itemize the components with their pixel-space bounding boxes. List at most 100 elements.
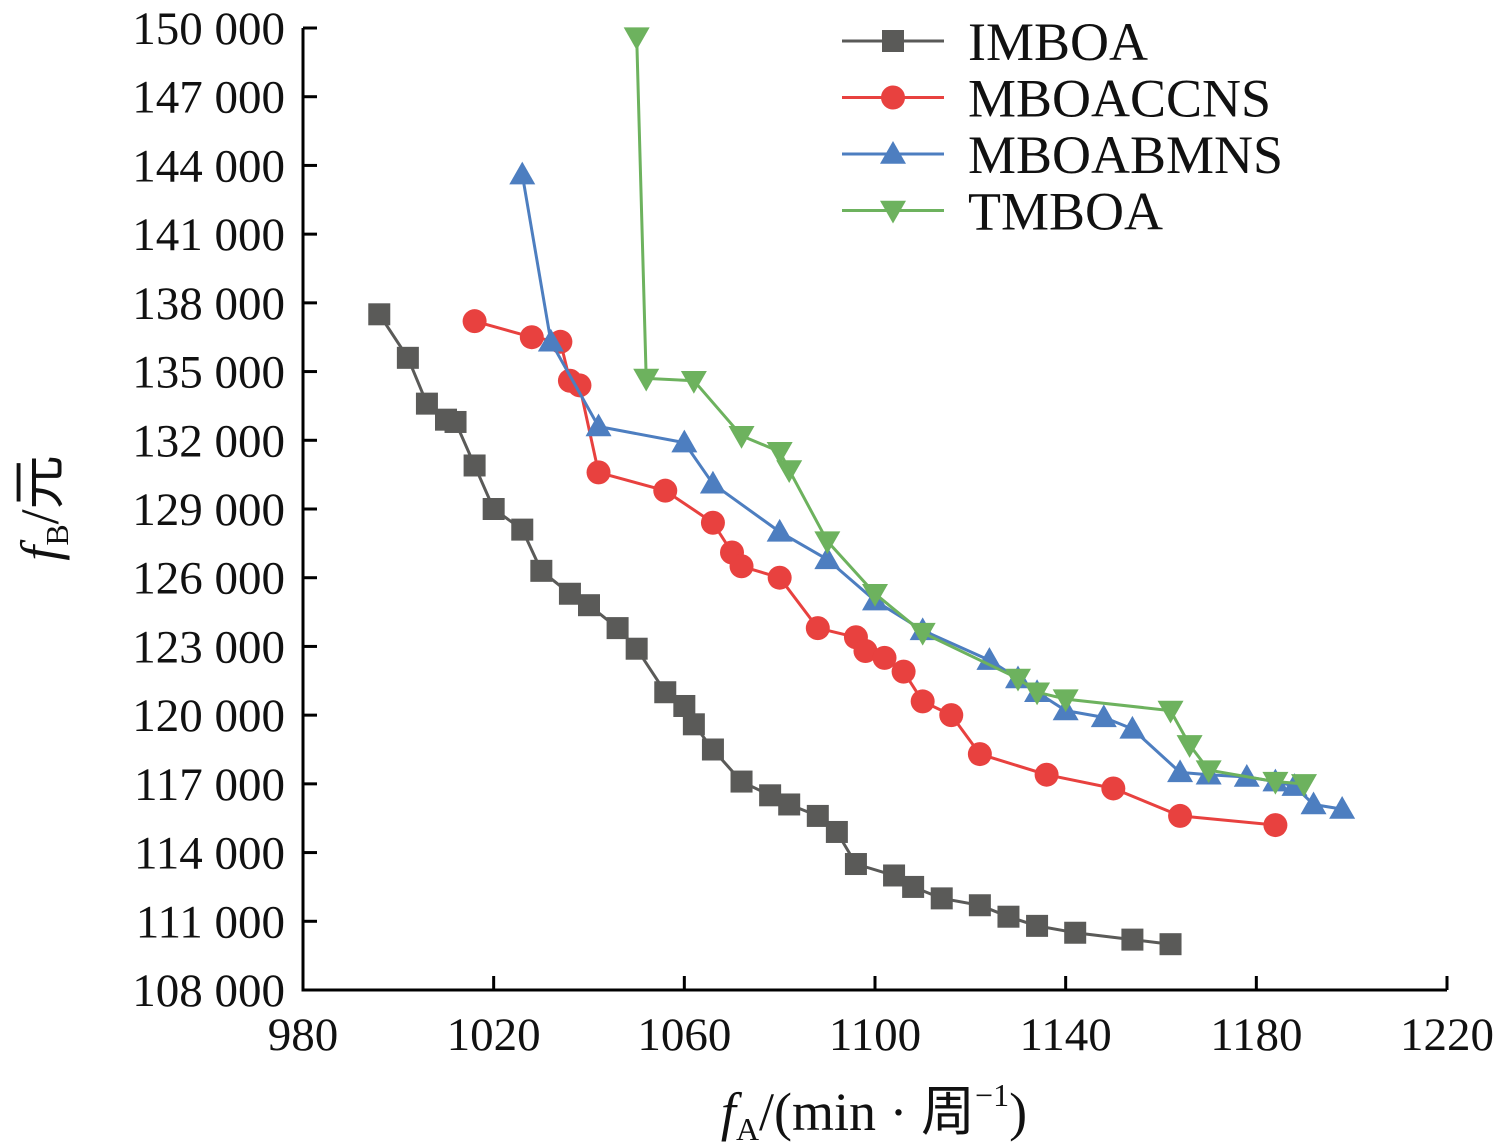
data-point bbox=[1157, 700, 1184, 724]
data-point bbox=[701, 738, 724, 761]
data-point bbox=[766, 441, 793, 465]
legend-marker bbox=[880, 141, 906, 164]
data-point bbox=[1121, 928, 1144, 951]
data-point bbox=[976, 647, 1003, 670]
data-point bbox=[1101, 776, 1126, 801]
x-tick-label: 1140 bbox=[1020, 1009, 1112, 1061]
legend-item: IMBOA bbox=[842, 12, 1148, 72]
data-point bbox=[1329, 796, 1356, 819]
data-point bbox=[585, 413, 612, 437]
y-tick-label: 117 000 bbox=[134, 759, 285, 811]
data-point bbox=[606, 617, 629, 640]
y-tick-label: 123 000 bbox=[132, 621, 285, 673]
data-point bbox=[1262, 771, 1289, 795]
data-point bbox=[462, 309, 487, 334]
y-tick-label: 141 000 bbox=[132, 209, 285, 261]
data-point bbox=[909, 622, 936, 646]
y-tick-label: 135 000 bbox=[132, 347, 285, 399]
legend-marker bbox=[880, 200, 906, 224]
series-layer bbox=[368, 27, 1356, 956]
y-tick-label: 150 000 bbox=[132, 3, 285, 55]
data-point bbox=[910, 689, 935, 714]
legend-item: TMBOA bbox=[842, 182, 1163, 242]
data-point bbox=[805, 616, 830, 641]
data-point bbox=[680, 370, 707, 394]
data-point bbox=[673, 694, 696, 717]
axes: 108 000 111 000 114 000 117 000 120 000 123 0… bbox=[132, 3, 1494, 1061]
y-tick-label: 126 000 bbox=[132, 553, 285, 605]
y-tick-label: 111 000 bbox=[136, 896, 285, 948]
legend-marker bbox=[882, 30, 904, 52]
legend-label: MBOABMNS bbox=[968, 125, 1283, 185]
data-point bbox=[778, 793, 801, 816]
data-point bbox=[1168, 803, 1193, 828]
data-point bbox=[1291, 774, 1317, 797]
data-point bbox=[653, 478, 678, 503]
data-point bbox=[682, 713, 705, 736]
data-point bbox=[1167, 759, 1194, 783]
x-tick-label: 1060 bbox=[637, 1009, 731, 1061]
data-point bbox=[1005, 668, 1031, 692]
data-point bbox=[415, 392, 438, 415]
x-tick-label: 1180 bbox=[1210, 1009, 1302, 1061]
y-tick-label: 144 000 bbox=[132, 140, 285, 192]
data-point bbox=[1176, 735, 1203, 758]
series-mboabmns bbox=[509, 161, 1356, 819]
data-point bbox=[1026, 914, 1049, 937]
data-point bbox=[700, 510, 725, 535]
data-point bbox=[930, 887, 953, 910]
data-point bbox=[537, 328, 564, 352]
data-point bbox=[444, 410, 467, 433]
data-point bbox=[968, 894, 991, 917]
data-point bbox=[883, 864, 906, 887]
data-point bbox=[1090, 704, 1117, 728]
data-point bbox=[825, 820, 848, 843]
data-point bbox=[844, 853, 867, 876]
data-point bbox=[578, 594, 600, 617]
data-point bbox=[1052, 689, 1079, 713]
data-point bbox=[767, 565, 792, 590]
data-point bbox=[519, 325, 544, 350]
data-point bbox=[759, 784, 782, 807]
data-point bbox=[625, 637, 648, 660]
data-point bbox=[939, 703, 964, 728]
data-point bbox=[671, 429, 698, 453]
y-tick-label: 108 000 bbox=[132, 965, 285, 1017]
series-line bbox=[520, 174, 1343, 811]
data-point bbox=[396, 346, 419, 369]
data-point bbox=[633, 368, 660, 392]
legend-label: IMBOA bbox=[968, 12, 1148, 72]
data-point bbox=[586, 460, 611, 485]
y-tick-label: 129 000 bbox=[132, 484, 285, 536]
data-point bbox=[806, 804, 829, 827]
data-point bbox=[729, 554, 754, 579]
x-axis-title: fA/(min · 周−1) bbox=[721, 1077, 1027, 1144]
data-point bbox=[853, 639, 878, 664]
data-point bbox=[728, 425, 755, 449]
data-point bbox=[1064, 921, 1087, 944]
y-tick-label: 147 000 bbox=[132, 72, 285, 124]
x-tick-label: 1220 bbox=[1400, 1009, 1494, 1061]
data-point bbox=[872, 645, 897, 670]
data-point bbox=[1034, 762, 1059, 787]
data-point bbox=[1263, 813, 1288, 838]
series-line bbox=[378, 313, 1171, 946]
data-point bbox=[558, 582, 581, 605]
data-point bbox=[776, 460, 803, 484]
data-point bbox=[1300, 791, 1327, 815]
data-point bbox=[891, 659, 916, 684]
data-point bbox=[654, 681, 677, 704]
data-point bbox=[482, 498, 505, 520]
y-tick-label: 114 000 bbox=[134, 828, 285, 880]
x-tick-label: 1020 bbox=[447, 1009, 541, 1061]
x-tick-label: 1100 bbox=[829, 1009, 921, 1061]
legend-item: MBOABMNS bbox=[842, 125, 1283, 185]
data-point bbox=[730, 770, 753, 793]
data-point bbox=[530, 559, 553, 582]
legend-label: MBOACCNS bbox=[968, 69, 1271, 129]
data-point bbox=[368, 303, 391, 326]
y-tick-label: 120 000 bbox=[132, 690, 285, 742]
